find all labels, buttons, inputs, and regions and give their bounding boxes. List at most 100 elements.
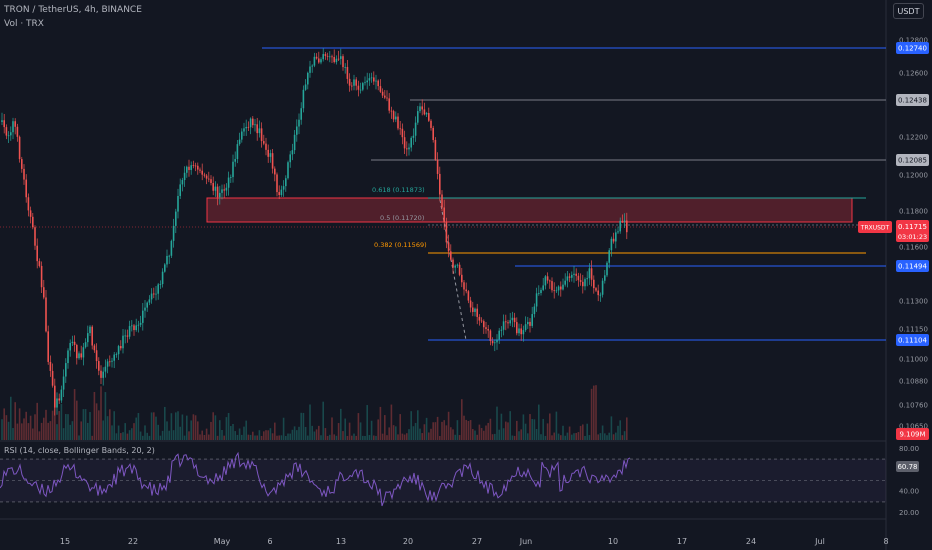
volume-bar [386, 435, 388, 440]
volume-bar [315, 429, 318, 440]
candle-body [546, 276, 549, 281]
candle-body [302, 89, 305, 109]
price-tag[interactable]: 0.12438 [896, 94, 929, 106]
volume-bar [179, 426, 181, 440]
candle-body [417, 111, 419, 123]
symbol-price-tag[interactable]: TRXUSDT [858, 221, 892, 233]
volume-bar [577, 432, 580, 440]
volume-bar [113, 411, 115, 440]
candle-body [25, 179, 27, 198]
volume-bar [408, 429, 410, 440]
candle-body [14, 121, 16, 127]
volume-bar [155, 416, 157, 440]
current-price-bg [896, 220, 929, 242]
candle-body [84, 342, 87, 348]
volume-bar [150, 412, 153, 440]
candle-body [27, 197, 30, 211]
volume-bar [540, 434, 542, 440]
candle-body [227, 177, 230, 188]
candle-body [397, 116, 399, 129]
candle-body [597, 290, 599, 296]
current-price-tag[interactable]: 0.11715 03:01:23 [896, 220, 929, 242]
candle-body [368, 78, 371, 81]
candle-body [135, 325, 137, 331]
volume-bar [175, 412, 177, 440]
volume-bar [467, 420, 470, 440]
candle-body [98, 361, 100, 371]
rsi-indicator-label[interactable]: RSI (14, close, Bollinger Bands, 20, 2) [4, 446, 155, 455]
candle-body [445, 222, 448, 243]
candle-body [51, 370, 54, 386]
price-tag[interactable]: 0.11104 [896, 334, 929, 346]
candle-body [117, 346, 120, 355]
time-axis-label: 8 [883, 537, 888, 546]
candle-body [203, 174, 206, 176]
volume-bar [298, 426, 300, 440]
rsi-value-tag[interactable]: 60.78 [896, 461, 919, 472]
candle-body [544, 276, 547, 286]
volume-bar [395, 426, 397, 440]
volume-bar [544, 435, 547, 440]
volume-bar [586, 423, 588, 440]
volume-bar [32, 428, 34, 440]
volume-bar [423, 424, 426, 440]
price-axis-tick: 0.12600 [899, 70, 928, 78]
price-tag[interactable]: 0.12085 [896, 154, 929, 166]
candle-body [619, 220, 621, 232]
volume-bar [71, 421, 74, 440]
volume-bar [223, 435, 225, 440]
candle-body [252, 118, 254, 126]
volume-bar [491, 434, 494, 440]
volume-bar [243, 426, 245, 440]
price-tag-bg [896, 334, 929, 346]
candle-body [516, 322, 518, 334]
candle-body [337, 58, 340, 60]
candle-body [419, 106, 421, 112]
price-axis-tick: 0.10880 [899, 378, 928, 386]
volume-bar [56, 424, 58, 440]
candle-body [307, 72, 309, 85]
volume-bar [80, 421, 82, 440]
volume-bar [608, 432, 610, 440]
currency-button[interactable]: USDT [893, 3, 924, 19]
candle-body [344, 66, 346, 68]
volume-indicator-label[interactable]: Vol · TRX [4, 19, 44, 29]
volume-bar [370, 420, 373, 440]
candle-body [509, 320, 511, 324]
symbol-title[interactable]: TRON / TetherUS, 4h, BINANCE [4, 5, 142, 15]
volume-bar [344, 418, 346, 440]
candle-body [553, 290, 555, 292]
volume-bar [417, 410, 419, 440]
volume-bar [137, 413, 140, 440]
volume-bar [249, 434, 252, 440]
price-tag[interactable]: 0.11494 [896, 260, 929, 272]
volume-bar [164, 406, 166, 440]
candle-body [177, 195, 179, 212]
candle-body [491, 340, 494, 344]
resistance-zone[interactable] [206, 197, 853, 223]
volume-bar [234, 431, 236, 440]
volume-bar [439, 435, 441, 440]
price-tag[interactable]: 9.109M [896, 428, 929, 440]
candle-body [144, 307, 146, 311]
candle-body [518, 328, 520, 334]
volume-bar [245, 420, 247, 440]
rsi-axis-tick: 40.00 [899, 488, 919, 496]
volume-bar [260, 435, 263, 440]
volume-bar [571, 434, 573, 440]
volume-bar [10, 396, 12, 440]
price-axis-tick: 0.11300 [899, 298, 928, 306]
candle-body [560, 286, 562, 290]
volume-bar [254, 435, 256, 440]
candle-body [318, 58, 320, 63]
price-tag[interactable]: 0.12740 [896, 42, 929, 54]
candle-body [399, 128, 401, 130]
candle-body [599, 294, 602, 296]
volume-bar [300, 412, 302, 440]
candle-body [38, 261, 41, 266]
volume-bar [212, 412, 214, 440]
candle-body [463, 282, 465, 290]
volume-bar [626, 417, 628, 440]
volume-bar [122, 432, 124, 440]
